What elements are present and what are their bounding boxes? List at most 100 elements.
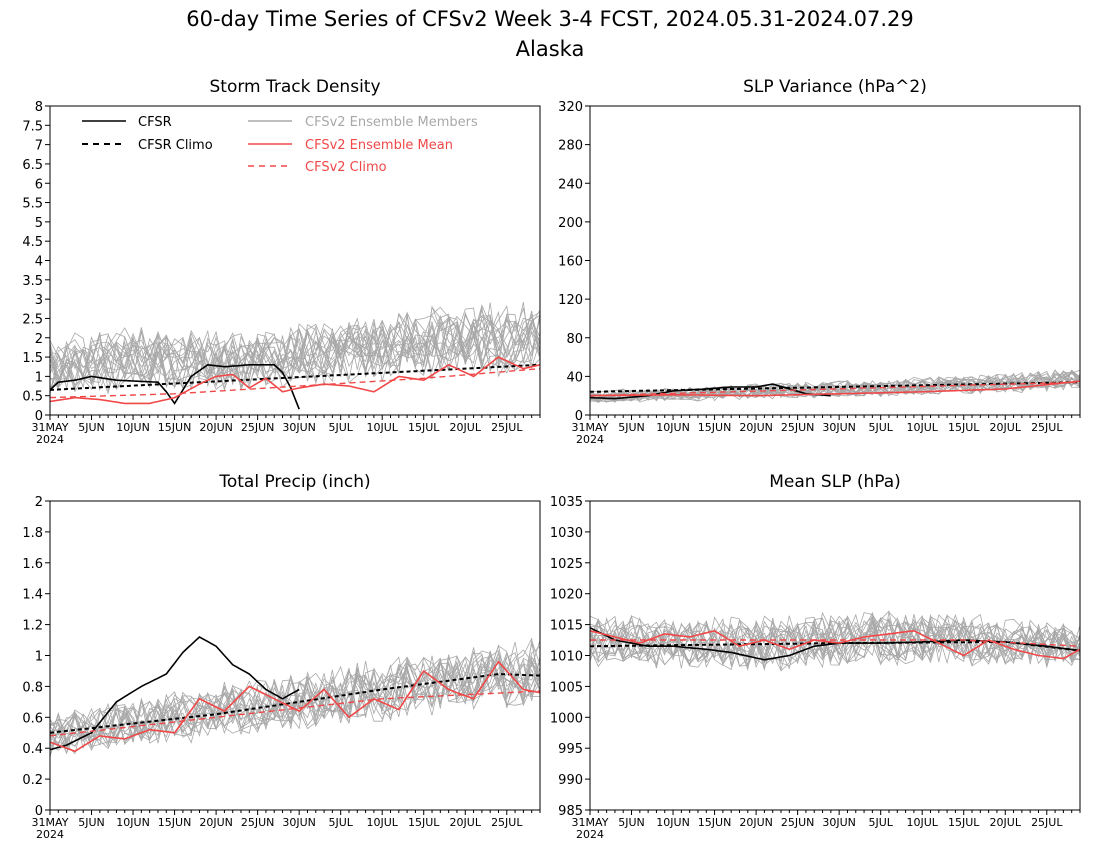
- panel-title: SLP Variance (hPa^2): [743, 77, 927, 97]
- y-tick-label: 1025: [550, 557, 583, 572]
- x-tick-label: 25JUL: [1031, 816, 1063, 829]
- member-line: [589, 611, 1081, 671]
- y-tick-label: 985: [558, 804, 583, 819]
- y-tick-label: 1010: [550, 650, 583, 665]
- plot-frame: [49, 500, 541, 811]
- y-tick-label: 1.2: [22, 619, 43, 634]
- y-tick-label: 120: [558, 293, 583, 308]
- x-tick-label: 31MAY: [32, 421, 69, 434]
- x-tick-label: 10JUN: [656, 816, 690, 829]
- chart-panel-1: Storm Track Density 0 0.5 1 1.5 2 2.5 3 3.5 4 4.5 5…: [22, 77, 541, 446]
- x-tick-label: 5JUL: [868, 816, 893, 829]
- member-line: [49, 651, 541, 754]
- member-line: [589, 372, 1081, 402]
- x-year-label: 2024: [576, 433, 604, 446]
- y-tick-label: 1.5: [22, 351, 43, 366]
- y-tick-label: 160: [558, 255, 583, 270]
- member-line: [49, 640, 541, 755]
- y-tick-label: 0.8: [22, 680, 43, 695]
- figure-subtitle: Alaska: [516, 37, 585, 61]
- x-tick-label: 30JUN: [822, 421, 856, 434]
- member-line: [589, 618, 1081, 668]
- x-tick-label: 20JUL: [450, 421, 482, 434]
- x-tick-label: 20JUN: [739, 421, 773, 434]
- series-cfsr-climo: [49, 672, 541, 734]
- figure-title: 60-day Time Series of CFSv2 Week 3-4 FCS…: [186, 7, 914, 31]
- x-tick-label: 25JUN: [241, 816, 275, 829]
- x-tick-label: 15JUN: [158, 421, 192, 434]
- panel-title: Mean SLP (hPa): [769, 472, 901, 492]
- y-tick-label: 990: [558, 773, 583, 788]
- y-tick-label: 1.8: [22, 526, 43, 541]
- series-cfsv2-climo: [590, 639, 1081, 647]
- y-tick-label: 4.5: [22, 235, 43, 250]
- y-tick-label: 1035: [550, 495, 583, 510]
- chart-panel-4: Mean SLP (hPa) 985 990 995 1000 1005 1010 1015 1…: [550, 472, 1081, 841]
- y-tick-label: 200: [558, 216, 583, 231]
- y-tick-label: 1.4: [22, 588, 43, 603]
- x-tick-label: 15JUN: [698, 816, 732, 829]
- member-line: [49, 652, 541, 746]
- y-tick-label: 8: [35, 100, 43, 115]
- x-tick-label: 31MAY: [32, 816, 69, 829]
- series-cfsv2-ensemble-mean: [49, 660, 541, 753]
- member-line: [49, 647, 541, 750]
- x-tick-label: 20JUL: [450, 816, 482, 829]
- legend-cfsr-label: CFSR: [138, 115, 172, 130]
- series-cfsv2-climo: [49, 367, 541, 399]
- x-tick-label: 15JUL: [408, 421, 440, 434]
- x-year-label: 2024: [576, 828, 604, 841]
- panel-title: Total Precip (inch): [218, 472, 370, 492]
- y-tick-label: 280: [558, 139, 583, 154]
- x-tick-label: 5JUN: [78, 421, 105, 434]
- y-tick-label: 0: [35, 804, 43, 819]
- y-tick-label: 320: [558, 100, 583, 115]
- y-tick-label: 6: [35, 177, 43, 192]
- member-line: [589, 370, 1081, 401]
- y-tick-label: 1020: [550, 588, 583, 603]
- x-tick-label: 30JUN: [282, 421, 316, 434]
- member-line: [49, 654, 541, 748]
- x-tick-label: 5JUL: [328, 421, 353, 434]
- member-line: [49, 652, 541, 751]
- x-tick-label: 20JUL: [990, 816, 1022, 829]
- y-tick-label: 40: [566, 370, 583, 385]
- y-tick-label: 5.5: [22, 197, 43, 212]
- series-cfsr: [49, 636, 300, 751]
- y-tick-label: 240: [558, 177, 583, 192]
- x-tick-label: 30JUN: [822, 816, 856, 829]
- y-tick-label: 2: [35, 495, 43, 510]
- x-tick-label: 25JUN: [781, 421, 815, 434]
- legend-members-label: CFSv2 Ensemble Members: [305, 115, 478, 130]
- y-tick-label: 995: [558, 742, 583, 757]
- x-tick-label: 5JUN: [78, 816, 105, 829]
- y-tick-label: 0: [575, 409, 583, 424]
- x-tick-label: 20JUN: [199, 816, 233, 829]
- x-tick-label: 31MAY: [572, 816, 609, 829]
- x-tick-label: 5JUL: [868, 421, 893, 434]
- x-tick-label: 10JUL: [366, 421, 398, 434]
- member-line: [589, 612, 1081, 665]
- member-line: [49, 645, 541, 744]
- y-tick-label: 7.5: [22, 119, 43, 134]
- y-tick-label: 7: [35, 139, 43, 154]
- series-cfsv2-climo: [589, 381, 1081, 397]
- series-cfsv2-ensemble-mean: [589, 629, 1081, 660]
- x-tick-label: 20JUL: [990, 421, 1022, 434]
- legend: CFSR CFSR Climo CFSv2 Ensemble Members C…: [82, 115, 478, 175]
- x-year-label: 2024: [36, 828, 64, 841]
- y-tick-label: 1000: [550, 711, 583, 726]
- x-year-label: 2024: [36, 433, 64, 446]
- x-tick-label: 30JUN: [282, 816, 316, 829]
- y-tick-label: 0.6: [22, 711, 43, 726]
- x-tick-label: 5JUN: [618, 421, 645, 434]
- member-line: [589, 370, 1081, 402]
- y-tick-label: 80: [566, 332, 583, 347]
- x-tick-label: 15JUN: [698, 421, 732, 434]
- x-tick-label: 25JUN: [781, 816, 815, 829]
- y-tick-label: 1: [35, 370, 43, 385]
- series-cfsr-climo: [589, 381, 1081, 393]
- y-tick-label: 5: [35, 216, 43, 231]
- y-tick-label: 2.5: [22, 312, 43, 327]
- chart-panel-3: Total Precip (inch) 0 0.2 0.4 0.6 0.8 1 1.2 1.4 1…: [22, 472, 541, 841]
